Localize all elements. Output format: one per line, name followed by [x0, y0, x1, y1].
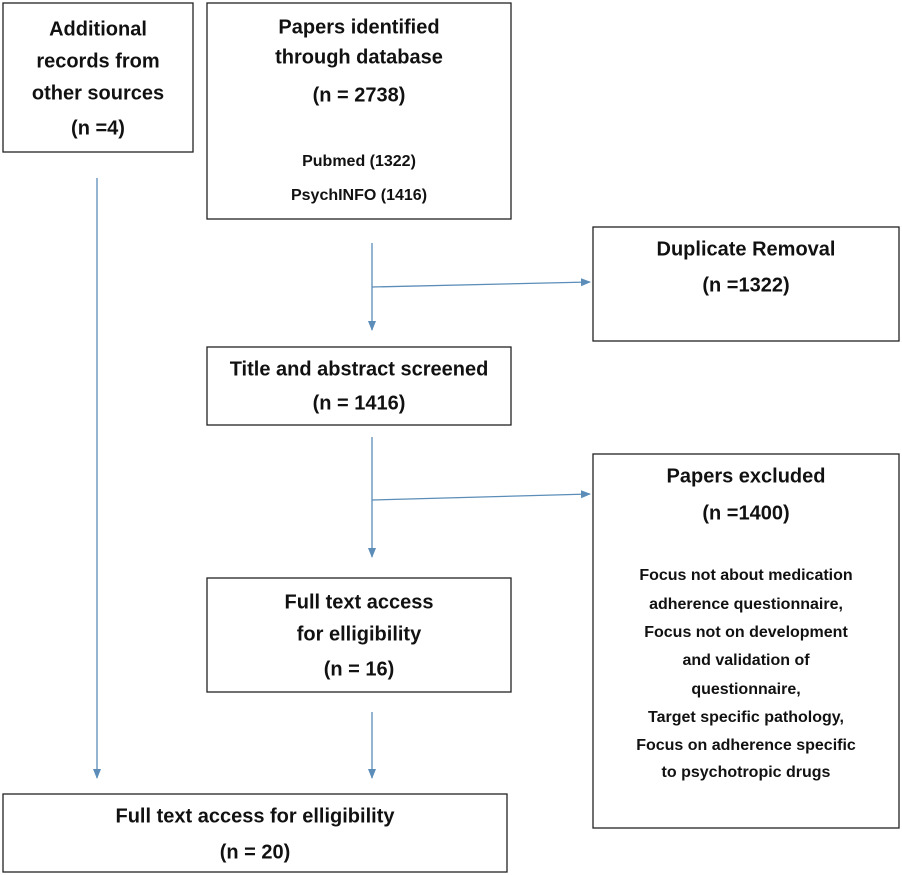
- node-text: Focus not on development: [644, 624, 848, 641]
- node-box: Additional records from other sources (n…: [2, 2, 194, 153]
- box: [592, 453, 900, 829]
- node-text: Focus not about medication: [639, 567, 852, 584]
- node-text: (n = 16): [324, 658, 395, 680]
- node-text: questionnaire,: [691, 681, 800, 698]
- node-text: (n =1400): [702, 502, 789, 524]
- node-text: for elligibility: [297, 623, 422, 645]
- arrows: [93, 178, 591, 779]
- box: [2, 2, 194, 153]
- node-text: Target specific pathology,: [648, 709, 844, 726]
- node-text: Focus on adherence specific: [636, 737, 856, 754]
- box: [206, 577, 512, 693]
- node-text: Full text access: [285, 591, 434, 613]
- node-text: through database: [275, 46, 443, 68]
- node-text: (n = 1416): [313, 392, 406, 414]
- node-box: Papers identified through database (n = …: [206, 2, 512, 220]
- node-text: PsychINFO (1416): [291, 187, 427, 204]
- box: [592, 226, 900, 342]
- node-text: records from: [36, 50, 159, 72]
- node-text: and validation of: [682, 652, 810, 669]
- box: [2, 793, 508, 873]
- node-text: adherence questionnaire,: [649, 596, 843, 613]
- node-text: Papers excluded: [667, 465, 826, 487]
- node-text: Duplicate Removal: [657, 238, 836, 260]
- node-text: (n = 2738): [313, 84, 406, 106]
- node-text: Full text access for elligibility: [116, 805, 396, 827]
- node-text: Pubmed (1322): [302, 153, 416, 170]
- box: [206, 2, 512, 220]
- node-text: (n = 20): [220, 841, 291, 863]
- node-box: Full text access for elligibility (n = 2…: [2, 793, 508, 873]
- node-text: other sources: [32, 82, 164, 104]
- node-text: to psychotropic drugs: [662, 764, 831, 781]
- node-text: (n =4): [71, 117, 125, 139]
- box: [206, 346, 512, 426]
- node-text: Title and abstract screened: [230, 358, 489, 380]
- node-box: Title and abstract screened (n = 1416): [206, 346, 512, 426]
- node-box: Full text access for elligibility (n = 1…: [206, 577, 512, 693]
- arrow: [371, 490, 591, 501]
- node-box: Duplicate Removal (n =1322): [592, 226, 900, 342]
- node-box: Papers excluded (n =1400) Focus not abou…: [592, 453, 900, 829]
- node-text: (n =1322): [702, 274, 789, 296]
- node-text: Additional: [49, 18, 147, 40]
- arrow: [371, 278, 591, 288]
- node-text: Papers identified: [278, 16, 439, 38]
